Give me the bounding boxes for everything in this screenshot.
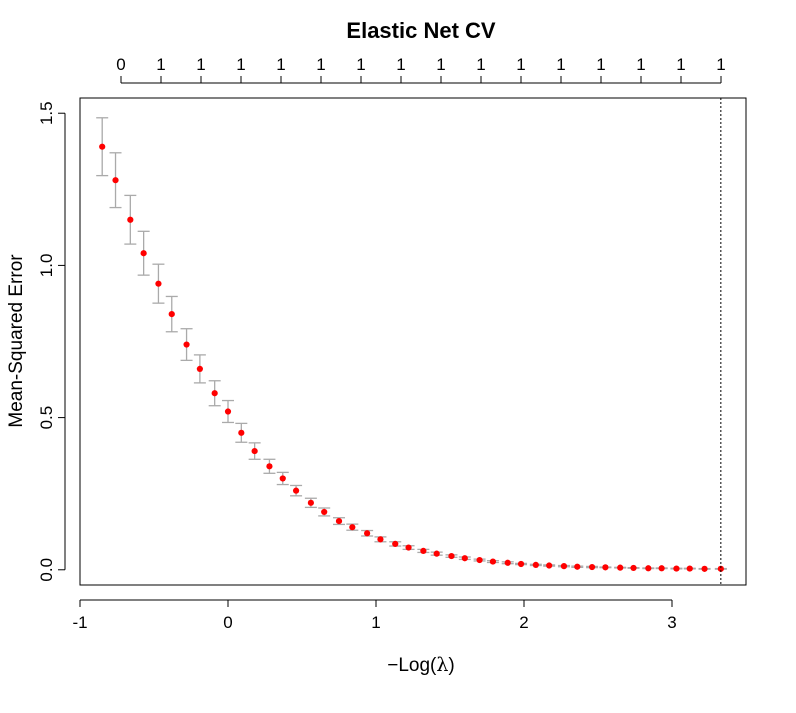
data-point	[224, 408, 232, 415]
data-point	[701, 565, 708, 572]
x-label-close: )	[448, 655, 454, 676]
data-point	[196, 365, 203, 372]
y-axis-label: Mean-Squared Error	[6, 254, 27, 428]
plot-box	[79, 97, 747, 586]
data-point	[392, 540, 399, 548]
top-tick-label: 1	[596, 55, 605, 74]
data-point	[461, 555, 468, 562]
top-tick-label: 1	[156, 55, 165, 74]
data-point	[251, 447, 258, 455]
data-point	[127, 216, 134, 223]
data-point	[349, 524, 356, 531]
data-point	[546, 562, 553, 569]
data-point	[448, 552, 455, 560]
data-point	[504, 559, 511, 566]
data-point	[168, 311, 175, 318]
data-point	[364, 530, 371, 537]
x-tick-label: 3	[667, 613, 676, 632]
data-point	[266, 463, 273, 470]
top-tick-label: 1	[516, 55, 525, 74]
chart-title: Elastic Net CV	[346, 18, 495, 43]
x-label-minus: −	[387, 655, 398, 676]
top-tick-label: 1	[476, 55, 485, 74]
data-point	[630, 564, 637, 572]
data-point	[574, 563, 581, 570]
x-axis: -1 0 1 2 3	[72, 599, 677, 632]
y-tick-label: 0.0	[37, 558, 56, 582]
top-tick-label: 0	[116, 55, 125, 74]
data-point	[183, 341, 190, 348]
y-axis: 0.0 0.5 1.0 1.5	[37, 101, 66, 582]
x-tick-label: 2	[519, 613, 528, 632]
top-tick-label: 1	[236, 55, 245, 74]
x-tick-label: 1	[371, 613, 380, 632]
top-tick-label: 1	[556, 55, 565, 74]
y-tick-label: 0.5	[37, 406, 56, 430]
top-tick-label: 1	[196, 55, 205, 74]
data-point	[112, 177, 119, 184]
data-point	[420, 547, 427, 555]
data-point	[321, 508, 328, 516]
top-tick-label: 1	[676, 55, 685, 74]
y-tick-label: 1.0	[37, 254, 56, 278]
data-point	[433, 550, 440, 557]
data-point	[658, 565, 665, 572]
data-point	[99, 143, 106, 150]
data-point	[489, 558, 497, 565]
data-point	[588, 563, 596, 571]
data-point	[155, 280, 162, 287]
y-tick-label: 1.5	[37, 101, 56, 125]
top-tick-label: 1	[316, 55, 325, 74]
data-point	[377, 536, 384, 543]
data-point	[307, 499, 314, 506]
data-point	[517, 560, 525, 568]
data-point	[673, 565, 680, 572]
data-point	[532, 561, 539, 569]
top-tick-label: 1	[716, 55, 725, 74]
x-axis-label: −Log(λ)	[387, 654, 455, 676]
data-point	[645, 565, 652, 572]
x-tick-label: 0	[223, 613, 232, 632]
data-point	[140, 250, 147, 257]
x-label-log: Log(	[398, 655, 437, 676]
data-point	[476, 556, 483, 564]
data-point	[602, 564, 609, 571]
data-point	[335, 517, 343, 525]
data-point	[238, 429, 245, 436]
top-axis: 0 1 1 1 1 1 1 1 1 1 1 1 1 1 1 1	[116, 55, 726, 84]
data-point	[405, 544, 412, 551]
top-tick-label: 1	[636, 55, 645, 74]
data-point	[686, 565, 693, 572]
data-point	[211, 390, 218, 397]
top-tick-label: 1	[436, 55, 445, 74]
x-tick-label: -1	[72, 613, 87, 632]
x-label-lambda: λ	[436, 654, 448, 676]
top-tick-label: 1	[356, 55, 365, 74]
data-point	[717, 565, 724, 572]
data-point	[292, 487, 300, 494]
error-bars	[96, 117, 727, 570]
top-tick-label: 1	[276, 55, 285, 74]
data-point	[560, 563, 568, 570]
data-point	[279, 475, 286, 482]
data-point	[617, 564, 624, 571]
top-tick-label: 1	[396, 55, 405, 74]
data-points	[99, 143, 724, 572]
